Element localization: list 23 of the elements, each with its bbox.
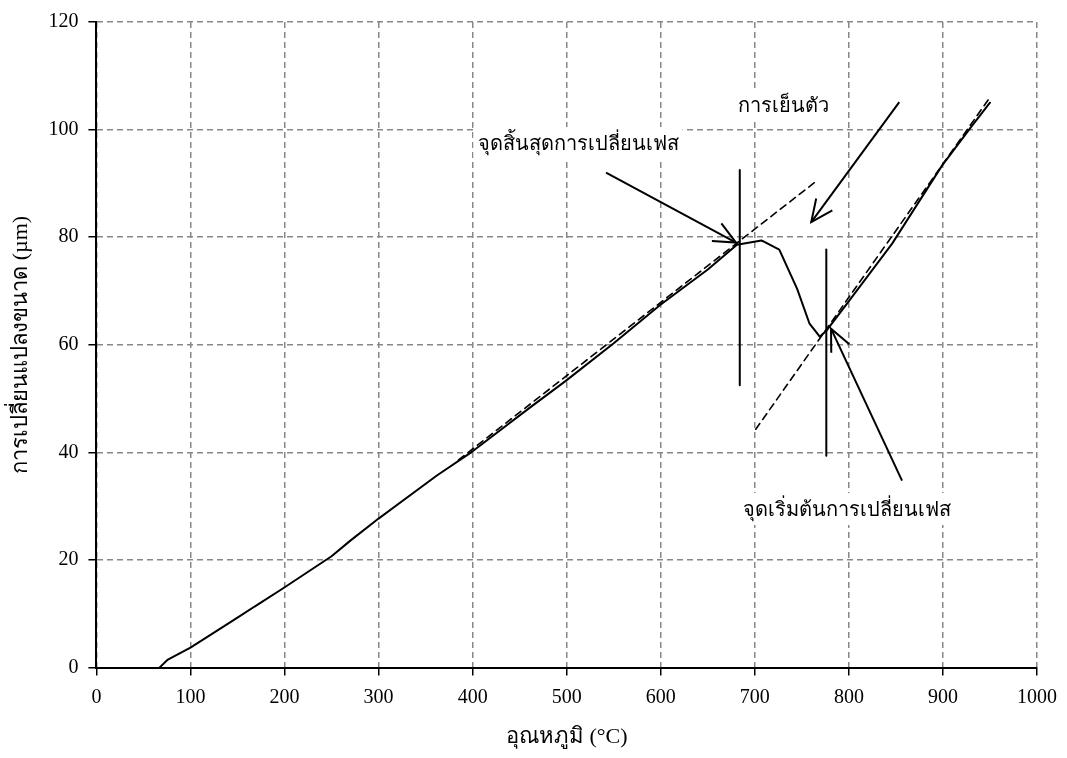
y-tick-label: 20 [58,547,79,570]
x-tick-label: 100 [175,684,206,707]
x-tick-label: 400 [457,684,488,707]
x-tick-label: 0 [91,684,102,707]
annotation: จุดสิ้นสุดการเปลี่ยนเฟส [473,126,683,159]
x-tick-label: 900 [927,684,958,707]
y-tick-label: 0 [68,654,79,677]
y-tick-label: 60 [58,332,79,355]
x-tick-label: 300 [363,684,394,707]
y-tick-label: 120 [48,9,79,32]
x-axis-title: อุณหภูมิ (°C) [505,722,628,749]
x-tick-label: 500 [551,684,582,707]
y-tick-label: 80 [58,224,79,247]
x-tick-label: 200 [269,684,300,707]
x-tick-label: 600 [645,684,676,707]
annotation: การเย็นตัว [733,89,833,122]
x-tick-label: 700 [739,684,770,707]
y-axis-title: การเปลี่ยนแปลงขนาด (µm) [3,215,32,474]
annotation: จุดเริ่มต้นการเปลี่ยนเฟส [739,492,955,525]
x-tick-label: 1000 [1017,684,1057,707]
y-tick-label: 40 [58,439,79,462]
y-tick-label: 100 [48,116,79,139]
x-tick-label: 800 [833,684,864,707]
